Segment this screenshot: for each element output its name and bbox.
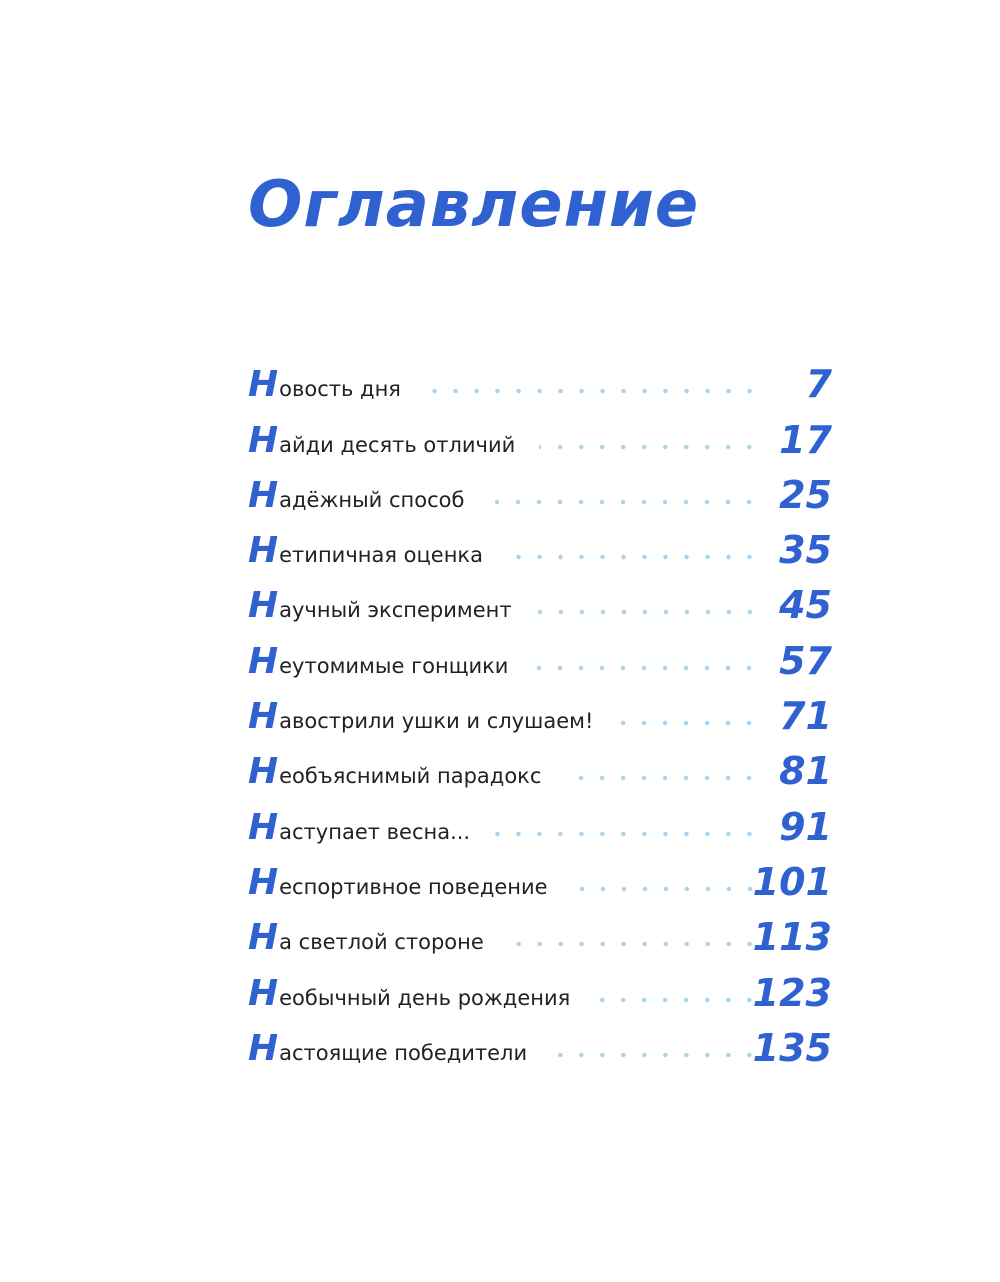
entry-initial-letter: Н — [248, 696, 279, 738]
entry-initial-letter: Н — [248, 751, 279, 793]
dot-leader — [532, 663, 760, 672]
entry-page-number: 81 — [779, 749, 832, 794]
dot-leader — [507, 940, 760, 949]
dot-leader — [506, 553, 760, 562]
entry-initial-letter: Н — [248, 640, 279, 682]
dot-leader — [539, 442, 760, 451]
entry-initial-letter: Н — [248, 585, 279, 627]
entry-initial-letter: Н — [248, 917, 279, 959]
entry-page-number: 25 — [779, 472, 832, 517]
entry-title: еобычный день рождения — [279, 985, 571, 1010]
page-title: Оглавление — [248, 168, 700, 242]
dot-leader — [494, 829, 760, 838]
dot-leader — [424, 387, 760, 396]
entry-title: аучный эксперимент — [279, 598, 512, 623]
dot-leader — [565, 774, 760, 783]
entry-initial-letter: Н — [248, 861, 279, 903]
entry-initial-letter: Н — [248, 474, 279, 516]
entry-page-number: 57 — [779, 638, 832, 683]
entry-page-number: 101 — [752, 859, 832, 904]
entry-title: етипичная оценка — [279, 543, 483, 568]
entry-page-number: 135 — [752, 1025, 832, 1070]
entry-page-number: 35 — [779, 528, 832, 573]
entry-initial-letter: Н — [248, 806, 279, 848]
entry-title: адёжный способ — [279, 487, 465, 512]
dot-leader — [571, 884, 760, 893]
entry-page-number: 7 — [805, 362, 832, 407]
entry-page-number: 113 — [752, 915, 832, 960]
dot-leader — [535, 608, 760, 617]
entry-title: еспортивное поведение — [279, 874, 548, 899]
entry-title: авострили ушки и слушаем! — [279, 709, 594, 734]
entry-title: астоящие победители — [279, 1040, 528, 1065]
entry-page-number: 17 — [779, 417, 832, 462]
entry-initial-letter: Н — [248, 972, 279, 1014]
dot-leader — [594, 995, 760, 1004]
entry-page-number: 123 — [752, 970, 832, 1015]
entry-title: аступает весна... — [279, 819, 471, 844]
entry-initial-letter: Н — [248, 419, 279, 461]
entry-initial-letter: Н — [248, 364, 279, 406]
entry-page-number: 91 — [779, 804, 832, 849]
entry-page-number: 45 — [779, 583, 832, 628]
entry-title: еобъяснимый парадокс — [279, 764, 542, 789]
entry-initial-letter: Н — [248, 530, 279, 572]
entry-page-number: 71 — [779, 694, 832, 739]
entry-title: а светлой стороне — [279, 930, 484, 955]
dot-leader — [488, 497, 760, 506]
entry-initial-letter: Н — [248, 1027, 279, 1069]
entry-title: овость дня — [279, 377, 401, 402]
dot-leader — [617, 719, 760, 728]
entry-title: еутомимые гонщики — [279, 653, 509, 678]
entry-title: айди десять отличий — [279, 432, 516, 457]
dot-leader — [551, 1050, 760, 1059]
